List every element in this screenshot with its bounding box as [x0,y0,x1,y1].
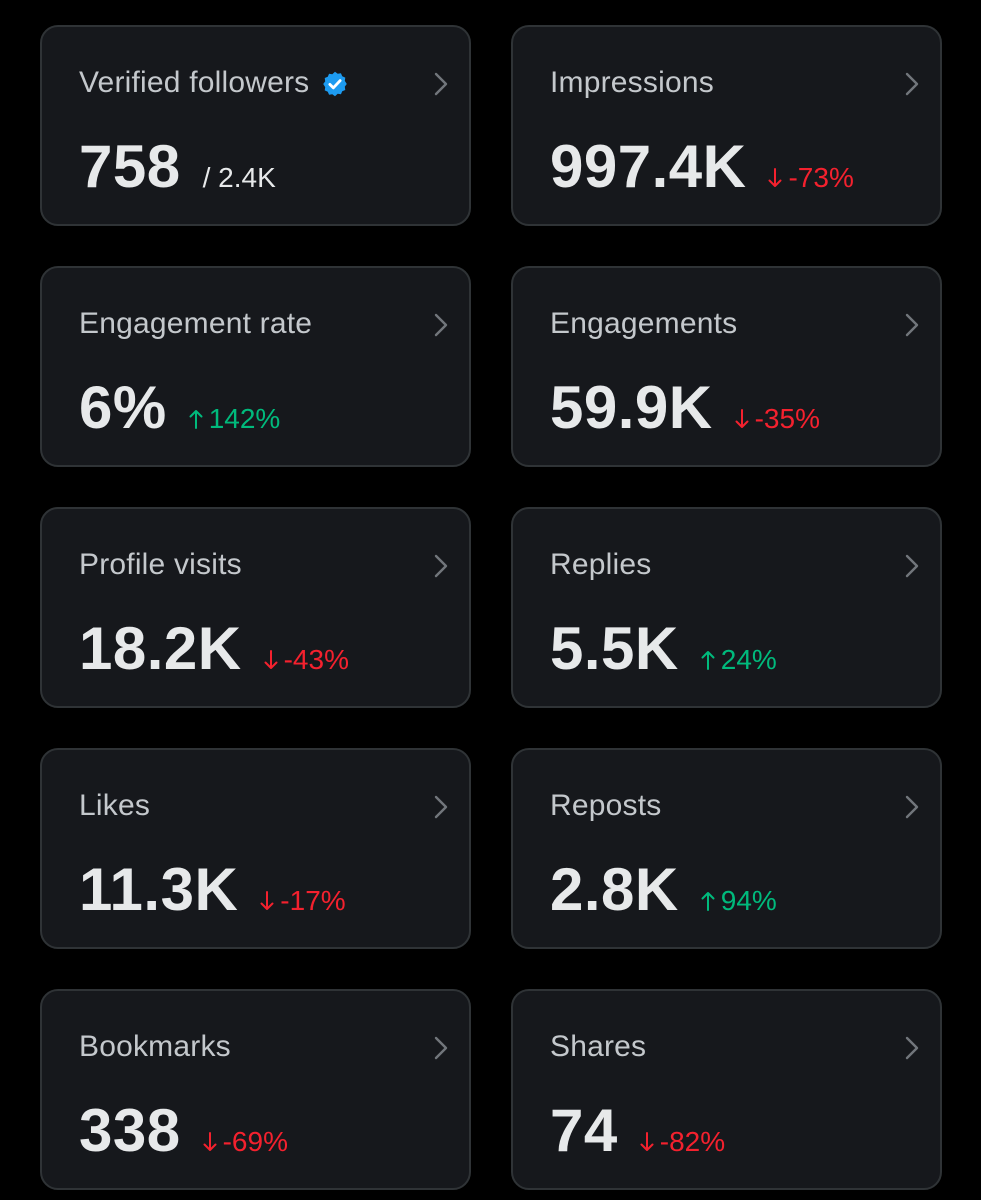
arrow-down-icon [768,168,782,187]
value-row: 74 -82% [550,1095,725,1167]
arrow-down-icon [264,650,278,669]
card-title-label: Likes [79,789,151,822]
card-shares[interactable]: Shares 74 -82% [511,989,942,1190]
metric-total: / 2.4K [202,162,276,193]
card-impressions[interactable]: Impressions 997.4K -73% [511,25,942,226]
value-row: 338 -69% [79,1095,288,1167]
metric-value: 2.8K [550,856,679,923]
metric-change: 142% [189,403,281,435]
arrow-up-icon [189,410,203,429]
metric-value: 59.9K [550,374,713,441]
card-title: Bookmarks [79,1029,231,1065]
card-title: Replies [550,547,651,583]
card-title-label: Profile visits [79,548,242,581]
card-title-label: Reposts [550,789,662,822]
value-row: 997.4K -73% [550,131,854,203]
card-profile-visits[interactable]: Profile visits 18.2K -43% [40,507,471,708]
metric-change-value: 94% [720,885,777,916]
metric-value: 758 [79,133,181,200]
arrow-down-icon [260,891,274,910]
metric-value: 6% [79,374,167,441]
card-title: Engagements [550,306,737,342]
card-engagements[interactable]: Engagements 59.9K -35% [511,266,942,467]
metric-change-value: -82% [659,1126,726,1157]
card-title: Shares [550,1029,646,1065]
chevron-right-icon [434,1036,448,1060]
value-row: 2.8K 94% [550,854,777,926]
card-title-label: Bookmarks [79,1030,231,1063]
metric-value: 74 [550,1097,618,1164]
metric-change-value: -73% [788,162,854,193]
card-title-label: Verified followers [79,66,310,99]
metric-value: 338 [79,1097,181,1164]
card-likes[interactable]: Likes 11.3K -17% [40,748,471,949]
metric-change: -73% [768,162,854,194]
chevron-right-icon [434,313,448,337]
value-row: 6% 142% [79,372,280,444]
metric-change-value: -69% [222,1126,288,1157]
arrow-down-icon [203,1132,217,1151]
metric-change: 24% [701,644,777,676]
metric-change-value: 24% [720,644,777,675]
chevron-right-icon [434,72,448,96]
chevron-right-icon [905,554,919,578]
card-title-label: Shares [550,1030,647,1063]
card-title-label: Replies [550,548,652,581]
card-reposts[interactable]: Reposts 2.8K 94% [511,748,942,949]
metric-change: -17% [260,885,346,917]
value-row: 5.5K 24% [550,613,777,685]
analytics-grid: Verified followers 758 / 2.4K Impression… [40,25,942,1190]
card-engagement-rate[interactable]: Engagement rate 6% 142% [40,266,471,467]
card-replies[interactable]: Replies 5.5K 24% [511,507,942,708]
card-title-label: Impressions [550,66,714,99]
card-title-label: Engagement rate [79,307,313,340]
metric-change: -69% [203,1126,288,1158]
chevron-right-icon [434,795,448,819]
metric-value: 11.3K [79,856,239,923]
verified-badge-icon [323,71,348,97]
value-row: 758 / 2.4K [79,131,276,203]
card-title: Likes [79,788,150,824]
card-title: Profile visits [79,547,242,583]
metric-change-value: -17% [280,885,346,916]
chevron-right-icon [905,313,919,337]
card-bookmarks[interactable]: Bookmarks 338 -69% [40,989,471,1190]
card-title-label: Engagements [550,307,738,340]
chevron-right-icon [905,72,919,96]
value-row: 59.9K -35% [550,372,820,444]
arrow-up-icon [701,892,715,911]
value-row: 18.2K -43% [79,613,349,685]
card-verified-followers[interactable]: Verified followers 758 / 2.4K [40,25,471,226]
metric-change: -82% [640,1126,725,1158]
card-title: Reposts [550,788,661,824]
metric-value: 18.2K [79,615,242,682]
arrow-up-icon [701,651,715,670]
card-title: Engagement rate [79,306,312,342]
chevron-right-icon [434,554,448,578]
metric-value: 5.5K [550,615,679,682]
metric-change: 94% [701,885,777,917]
chevron-right-icon [905,1036,919,1060]
value-row: 11.3K -17% [79,854,346,926]
card-title: Impressions [550,65,714,101]
metric-change: -35% [735,403,820,435]
metric-change: -43% [264,644,349,676]
metric-change-value: -35% [754,403,820,434]
arrow-down-icon [735,409,749,428]
metric-change-value: 142% [208,403,281,434]
metric-change-value: -43% [283,644,349,675]
chevron-right-icon [905,795,919,819]
card-title: Verified followers [79,65,349,101]
metric-value: 997.4K [550,133,747,200]
arrow-down-icon [640,1132,654,1151]
